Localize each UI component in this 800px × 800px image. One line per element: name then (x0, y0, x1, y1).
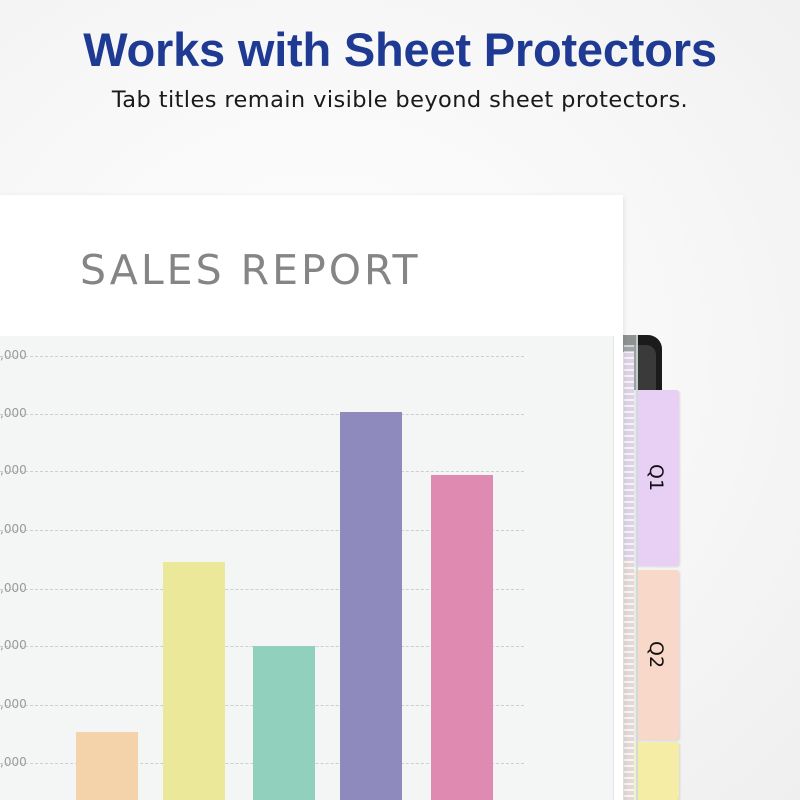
bar-1 (76, 732, 138, 800)
y-tick-label: ,000 (0, 522, 27, 536)
headline: Works with Sheet Protectors (0, 22, 800, 77)
y-tick-label: ,000 (0, 581, 27, 595)
tab-q2[interactable]: Q2 (633, 570, 679, 740)
protector-ridge (624, 345, 634, 800)
y-tick-label: ,000 (0, 406, 27, 420)
gridline (0, 356, 524, 357)
report-title: SALES REPORT (80, 246, 421, 294)
tab-q2-label: Q2 (633, 570, 679, 740)
bar-3 (253, 646, 315, 800)
y-tick-label: ,000 (0, 697, 27, 711)
bar-5 (431, 475, 493, 800)
y-tick-label: ,000 (0, 463, 27, 477)
gridline (0, 414, 524, 415)
bar-2 (163, 562, 225, 800)
tab-q1[interactable]: Q1 (633, 390, 679, 566)
subheadline: Tab titles remain visible beyond sheet p… (0, 87, 800, 113)
y-tick-label: ,000 (0, 638, 27, 652)
tab-q1-label: Q1 (633, 390, 679, 566)
bar-4 (340, 412, 402, 800)
tab-q3[interactable] (633, 742, 679, 800)
y-tick-label: ,000 (0, 755, 27, 769)
y-tick-label: ,000 (0, 348, 27, 362)
gridline (0, 471, 524, 472)
